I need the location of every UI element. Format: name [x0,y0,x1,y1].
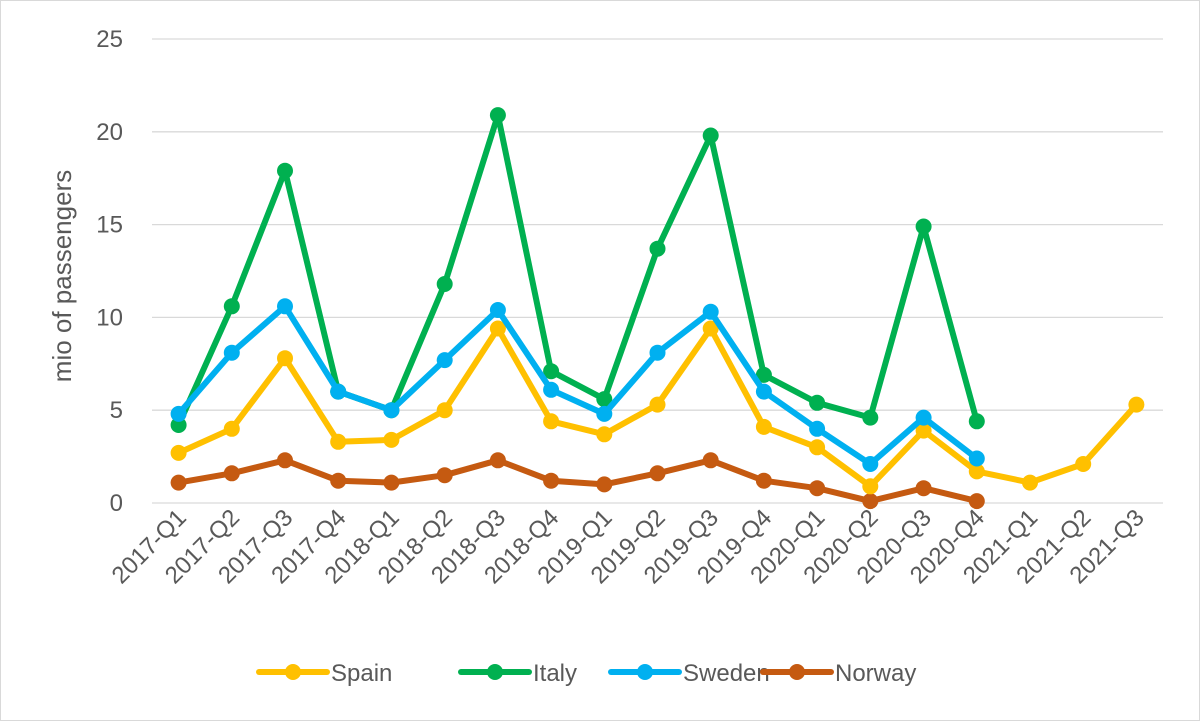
legend-item-sweden: Sweden [608,660,770,687]
legend-item-spain: Spain [256,660,392,687]
data-point-sweden [489,302,506,318]
y-tick-label: 20 [96,119,123,146]
data-point-spain [1022,474,1038,491]
data-point-sweden [809,420,826,437]
data-point-spain [968,463,985,480]
data-point-norway [809,480,826,497]
legend: Spain Italy Sweden Norway [256,660,916,687]
data-point-spain [170,444,187,461]
series-line-italy [175,112,980,428]
legend-label: Spain [331,660,392,687]
data-point-sweden [223,344,240,361]
data-point-spain [489,320,506,337]
data-point-norway [223,465,240,482]
legend-swatch-marker [637,664,653,680]
data-point-sweden [543,381,560,398]
data-point-spain [915,422,932,439]
series-group [170,107,1145,510]
data-point-italy [755,366,772,383]
data-point-norway [277,452,293,469]
data-point-spain [755,418,772,435]
data-point-norway [862,493,879,510]
data-point-italy [277,162,293,179]
data-point-norway [489,452,506,469]
series-italy [170,107,985,433]
x-axis-ticks: 2017-Q12017-Q22017-Q32017-Q42018-Q12018-… [107,504,1150,589]
y-tick-label: 0 [110,490,123,517]
data-point-sweden [755,383,772,400]
data-point-norway [170,474,187,491]
y-tick-label: 15 [96,212,123,239]
data-point-spain [543,413,560,430]
data-point-spain [649,396,666,413]
data-point-sweden [170,405,187,422]
data-point-italy [436,276,453,292]
data-point-italy [223,298,240,315]
data-point-norway [543,472,560,489]
data-point-norway [436,467,453,484]
data-point-italy [170,417,187,433]
data-point-sweden [702,303,719,320]
series-spain [170,320,1145,495]
data-point-norway [755,472,772,489]
legend-label: Italy [533,660,577,687]
data-point-spain [596,426,613,443]
data-point-italy [489,107,506,124]
legend-item-italy: Italy [458,660,577,687]
series-line-norway [175,457,980,505]
data-point-norway [968,493,985,510]
data-point-italy [543,363,560,380]
data-point-sweden [862,456,879,472]
legend-swatch-marker [789,664,805,680]
data-point-italy [862,409,879,426]
data-point-norway [383,474,400,491]
data-point-sweden [277,298,293,315]
legend-label: Norway [835,660,916,687]
legend-swatch-marker [487,664,503,680]
data-point-sweden [383,402,400,419]
data-point-italy [809,394,826,411]
y-tick-label: 10 [96,304,123,331]
data-point-sweden [968,450,985,467]
data-point-italy [968,413,985,430]
data-point-italy [596,391,613,408]
data-point-spain [223,420,240,437]
data-point-italy [649,240,666,257]
data-point-spain [383,431,400,448]
legend-item-norway: Norway [760,660,916,687]
data-point-norway [330,472,347,489]
data-point-norway [596,476,613,493]
data-point-spain [1128,396,1145,413]
y-tick-label: 5 [110,397,123,424]
data-point-sweden [915,409,932,426]
data-point-norway [702,452,719,469]
data-point-spain [809,439,826,456]
data-point-norway [649,465,666,482]
data-point-italy [915,218,932,235]
data-point-spain [862,478,879,495]
data-point-sweden [330,383,347,400]
data-point-italy [702,127,719,144]
series-line-sweden [175,303,980,467]
series-sweden [170,298,985,472]
data-point-spain [702,320,719,337]
legend-label: Sweden [683,660,770,687]
y-axis-title: mio of passengers [47,170,77,382]
data-point-sweden [649,344,666,361]
y-axis-ticks: 0 5 10 15 20 25 [96,26,123,517]
data-point-spain [330,433,347,450]
data-point-spain [1075,456,1092,472]
series-norway [170,452,985,510]
gridlines [152,38,1163,504]
data-point-norway [915,480,932,497]
y-tick-label: 25 [96,26,123,53]
data-point-sweden [596,405,613,422]
data-point-spain [436,402,453,419]
legend-swatch-marker [285,664,301,680]
data-point-sweden [436,352,453,369]
data-point-spain [277,350,293,367]
